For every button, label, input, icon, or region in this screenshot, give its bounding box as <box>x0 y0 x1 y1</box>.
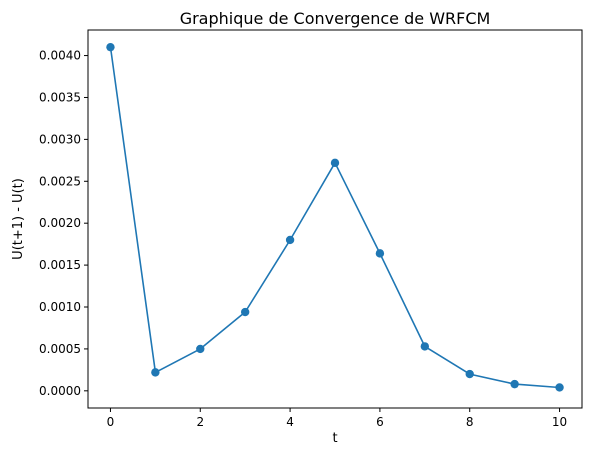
data-point <box>240 307 250 317</box>
x-tick-label: 4 <box>286 415 294 429</box>
data-point <box>151 368 160 377</box>
data-point <box>555 383 564 392</box>
data-point <box>465 369 474 379</box>
x-axis: 0 2 4 6 8 10 <box>107 408 567 429</box>
data-point <box>420 342 430 351</box>
data-point <box>510 379 519 389</box>
x-tick-label: 6 <box>376 415 384 429</box>
data-point <box>375 249 385 258</box>
data-point <box>196 344 205 354</box>
plot-area-frame <box>87 29 583 409</box>
y-tick-label: 0.0025 <box>39 174 81 188</box>
chart-title: Graphique de Convergence de WRFCM <box>180 9 491 28</box>
y-axis: 0.0000 0.0005 0.0010 0.0015 0.0020 0.0025 0.00… <box>39 49 88 398</box>
data-point <box>330 158 340 168</box>
y-tick-label: 0.0035 <box>39 90 81 104</box>
data-point <box>285 235 295 245</box>
data-point <box>106 42 115 52</box>
x-axis-label: t <box>332 431 337 446</box>
y-tick-label: 0.0040 <box>39 49 81 63</box>
y-tick-label: 0.0010 <box>39 300 81 314</box>
y-axis-label: U(t+1) - U(t) <box>11 178 26 260</box>
y-tick-label: 0.0005 <box>39 342 81 356</box>
y-tick-label: 0.0015 <box>39 258 81 272</box>
x-tick-label: 2 <box>196 415 204 429</box>
x-tick-label: 8 <box>466 415 474 429</box>
y-tick-label: 0.0030 <box>39 132 81 146</box>
y-tick-label: 0.0000 <box>39 384 81 398</box>
x-tick-label: 0 <box>107 415 115 429</box>
series-line <box>109 47 560 389</box>
y-tick-label: 0.0020 <box>39 216 81 230</box>
x-tick-label: 10 <box>552 415 567 429</box>
series-layer <box>106 42 564 392</box>
